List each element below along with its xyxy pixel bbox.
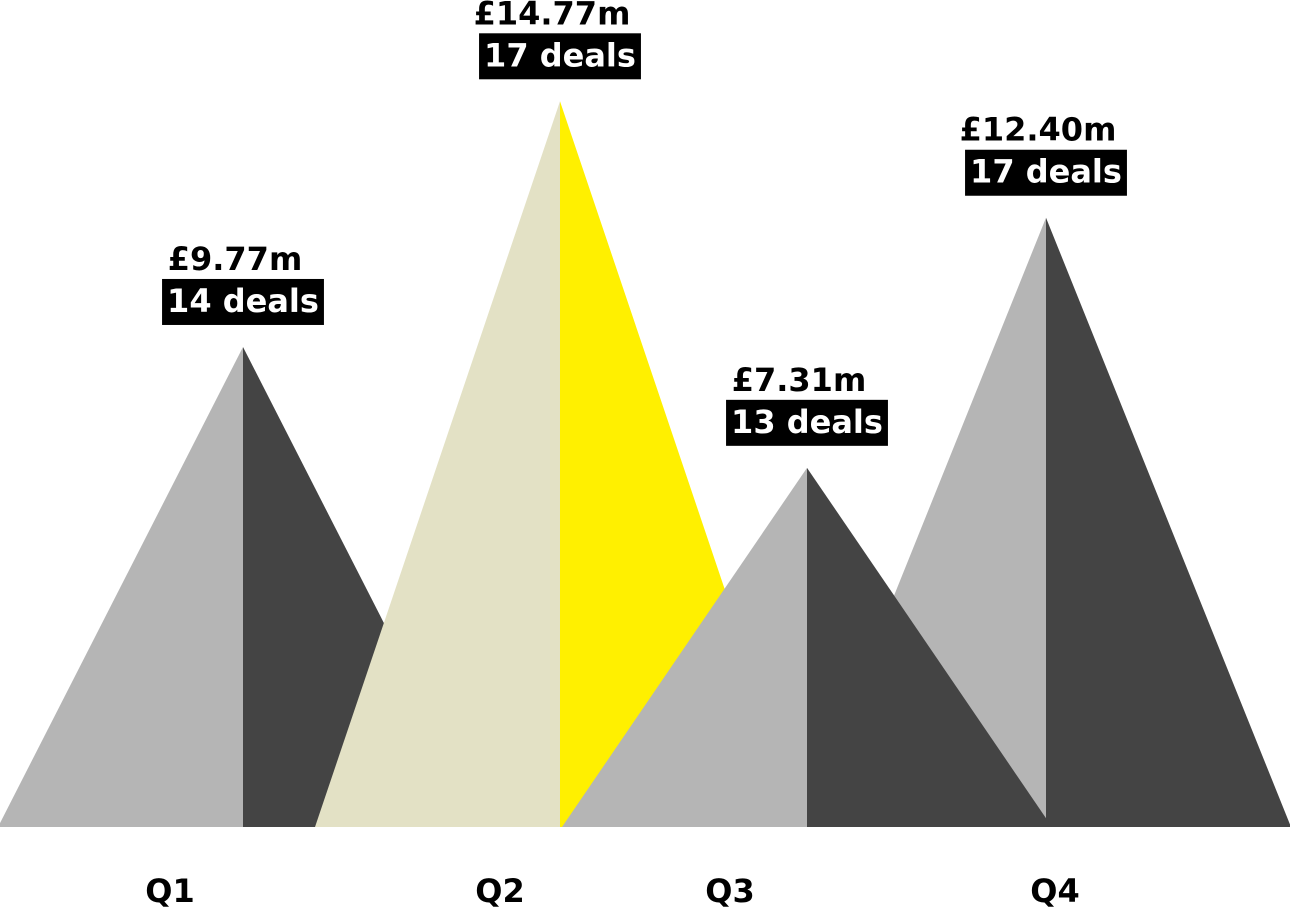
- value-label: £9.77m: [168, 240, 303, 278]
- deals-label: 14 deals: [167, 282, 319, 320]
- deals-label: 17 deals: [484, 36, 636, 74]
- x-tick-label: Q2: [475, 872, 524, 910]
- deals-box: [965, 149, 1127, 196]
- x-tick-label: Q4: [1030, 872, 1079, 910]
- pyramid-left: [0, 346, 243, 827]
- deals-box: [162, 278, 324, 325]
- x-tick-label: Q3: [705, 872, 754, 910]
- value-label: £14.77m: [474, 0, 631, 32]
- value-label: £7.31m: [732, 361, 867, 399]
- deals-box: [479, 33, 641, 80]
- pyramid-left: [562, 467, 807, 827]
- x-tick-label: Q1: [145, 872, 194, 910]
- value-label: £12.40m: [960, 111, 1117, 149]
- deals-box: [726, 399, 888, 446]
- deals-label: 17 deals: [970, 153, 1122, 191]
- deals-label: 13 deals: [731, 403, 883, 441]
- pyramid-right: [807, 467, 1052, 827]
- pyramid-left: [315, 101, 560, 828]
- pyramid-right: [1046, 217, 1290, 827]
